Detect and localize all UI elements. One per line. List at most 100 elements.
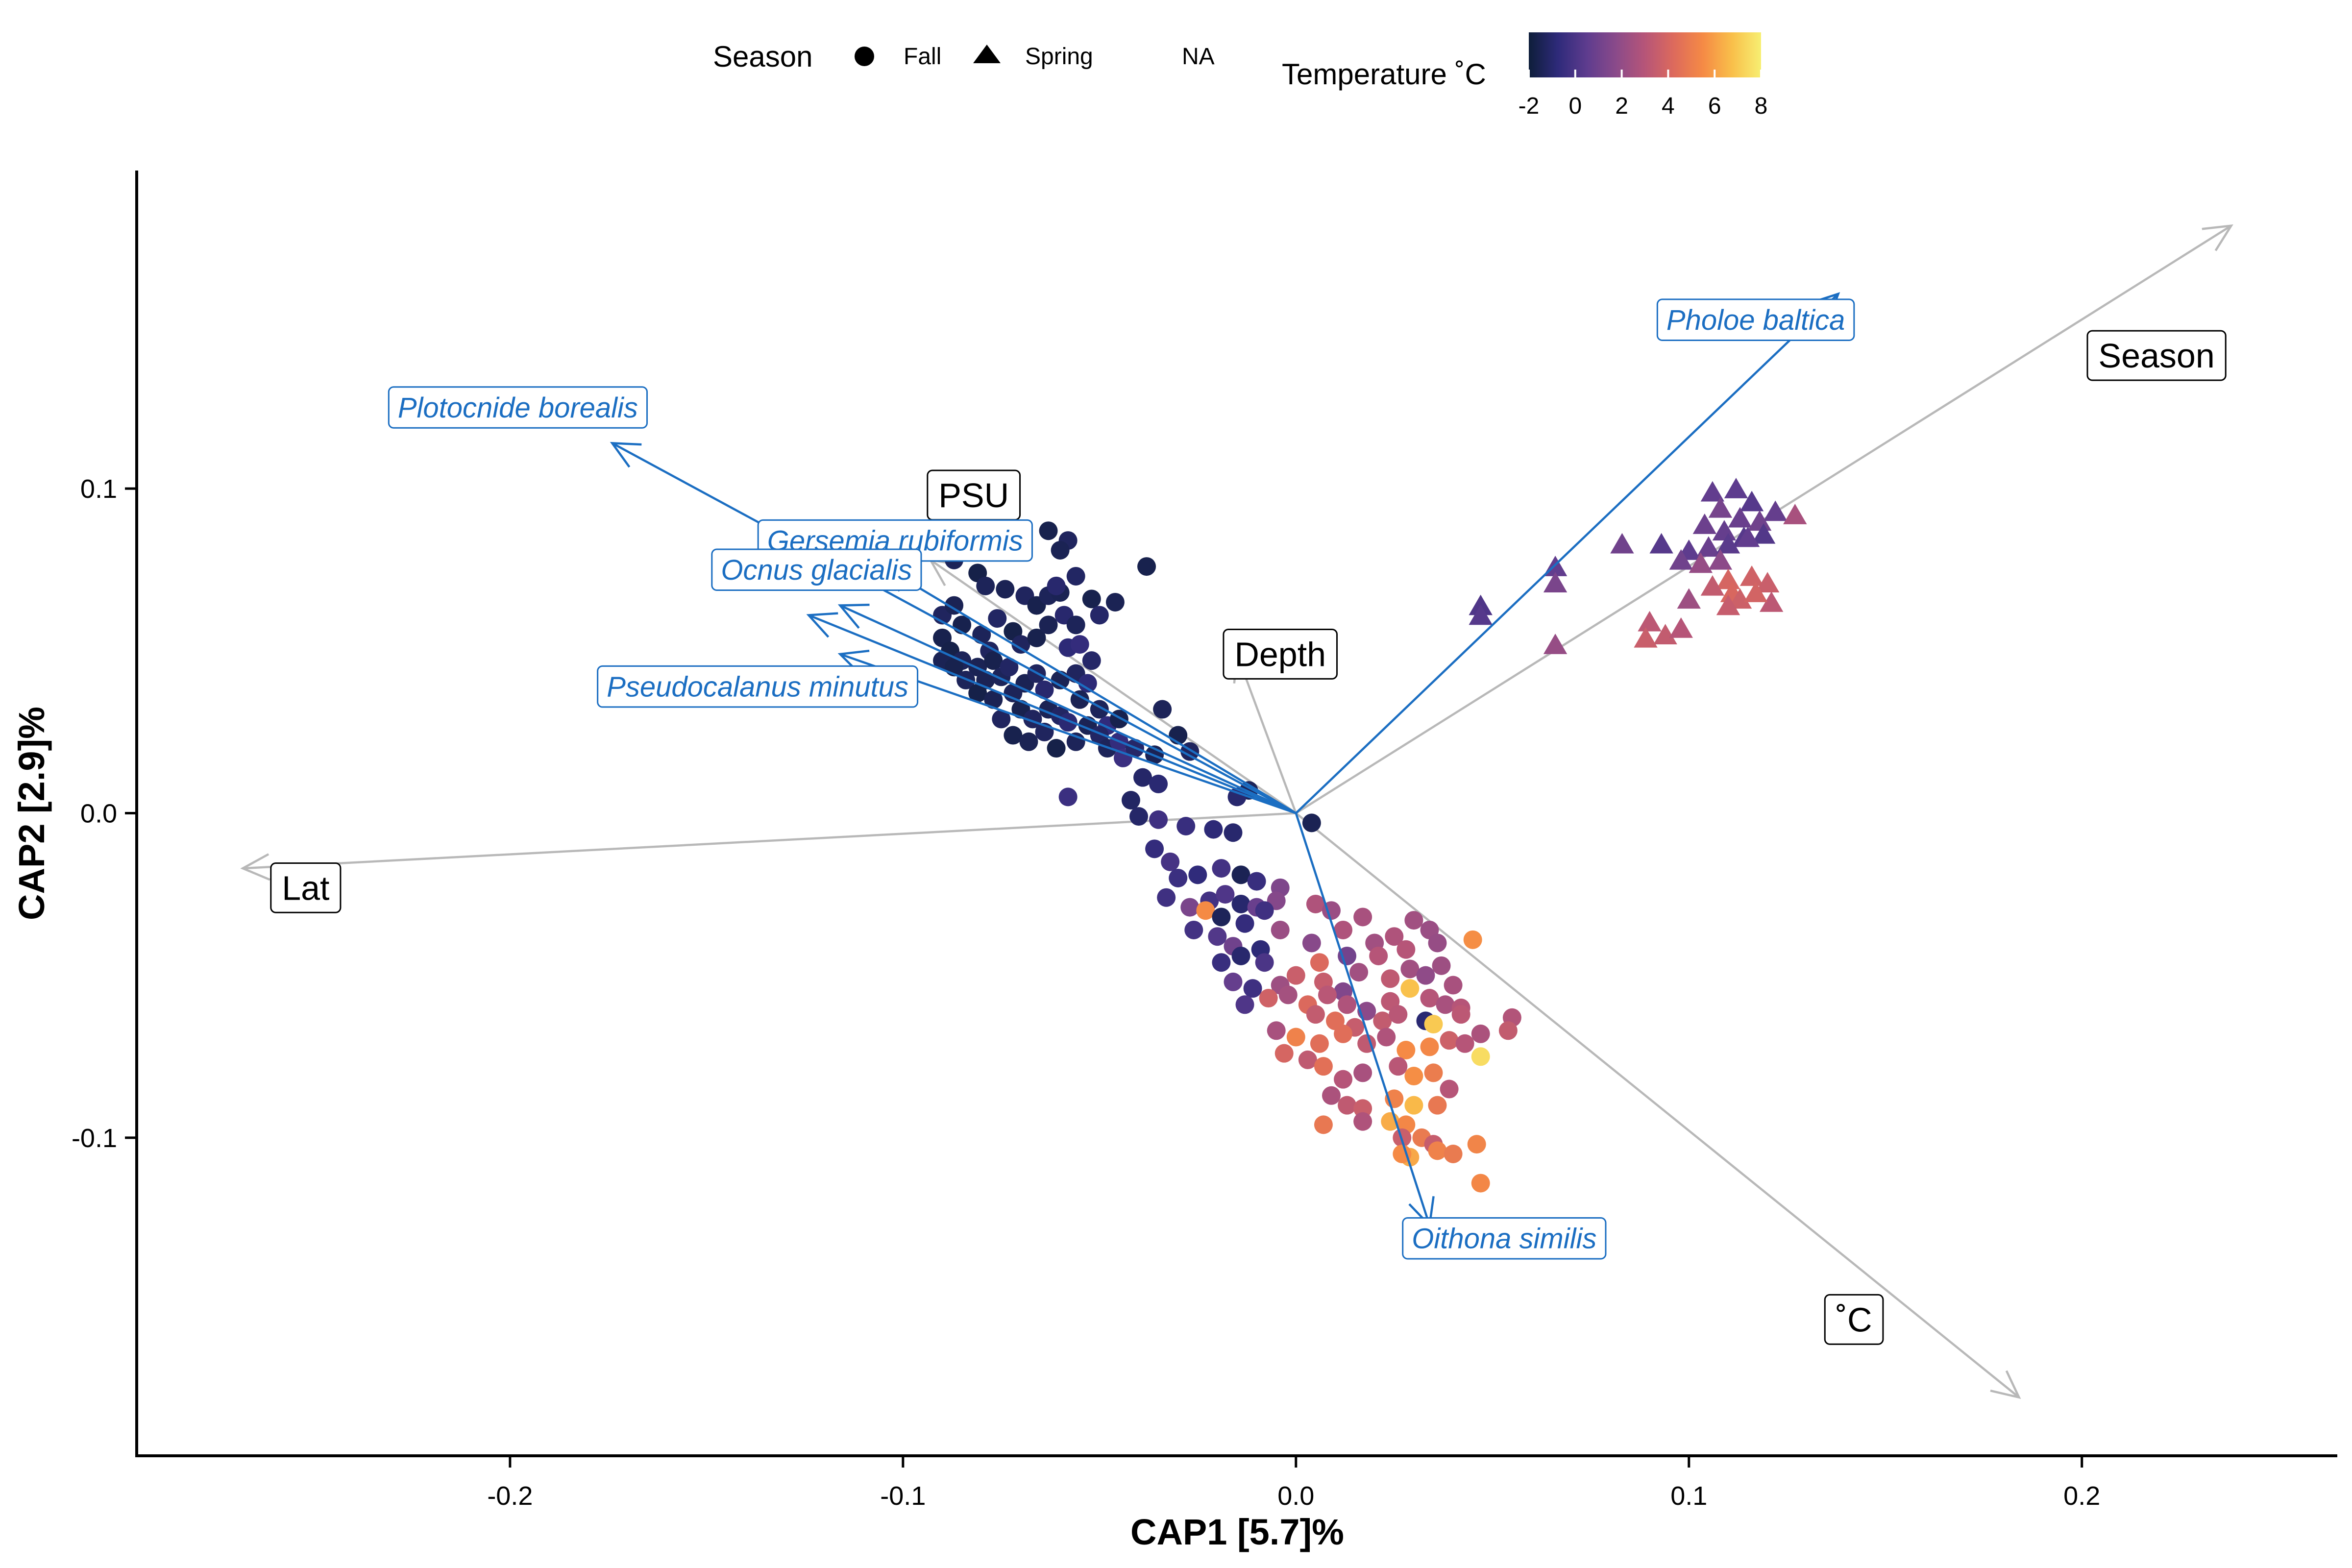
- fall-sample-point: [1302, 813, 1321, 833]
- x-tick-label: -0.2: [487, 1481, 533, 1511]
- fall-sample-point: [1082, 589, 1101, 609]
- fall-sample-point: [1180, 898, 1200, 917]
- species-label-pseudocalanus-minutus-text: Pseudocalanus minutus: [607, 671, 908, 703]
- spring-sample-point: [1689, 552, 1713, 573]
- fall-sample-point: [1078, 674, 1097, 693]
- legend-label-spring: Spring: [1025, 44, 1093, 70]
- env-label-lat-text: Lat: [282, 869, 329, 907]
- fall-sample-point: [1424, 1063, 1443, 1082]
- fall-sample-point: [1314, 1057, 1333, 1076]
- species-label-ocnus-glacialis-box: [711, 548, 922, 591]
- env-label-c-box: [1824, 1294, 1884, 1345]
- fall-sample-point: [1353, 1063, 1372, 1082]
- env-label-c-text: ˚C: [1836, 1300, 1872, 1339]
- fall-sample-point: [1153, 700, 1172, 719]
- fall-sample-point: [1259, 989, 1278, 1008]
- fall-sample-point: [1070, 635, 1089, 654]
- fall-sample-point: [1105, 592, 1125, 612]
- species-vector-pholoe-baltica: [1295, 293, 1839, 814]
- species-label-pseudocalanus-minutus-box: [597, 665, 919, 708]
- env-vector-psu: [930, 559, 1297, 814]
- y-axis-title: CAP2 [2.9]%: [11, 707, 52, 920]
- species-label-pholoe-baltica-box: [1656, 298, 1855, 341]
- temperature-colorbar: [1529, 32, 1761, 77]
- fall-sample-point: [1373, 1011, 1392, 1030]
- fall-sample-point: [1011, 635, 1030, 654]
- species-vector-plotocnide-borealis: [612, 442, 1297, 814]
- x-tick-label: -0.1: [880, 1481, 926, 1511]
- fall-sample-point: [1231, 946, 1250, 965]
- x-axis-title: CAP1 [5.7]%: [1130, 1512, 1344, 1552]
- env-vector-lat-head: [240, 853, 270, 881]
- spring-sample-point: [1743, 582, 1768, 602]
- env-vector-c: [1295, 812, 2020, 1398]
- y-tick-label: -0.1: [72, 1124, 117, 1153]
- species-vector-pseudocalanus-minutus: [808, 614, 1297, 814]
- spring-sample-point: [1677, 588, 1701, 609]
- fall-sample-point: [1157, 888, 1176, 907]
- fall-sample-point: [1440, 1031, 1459, 1050]
- spring-sample-point: [1543, 634, 1568, 654]
- spring-sample-point: [1669, 549, 1693, 570]
- fall-sample-point: [1404, 911, 1423, 930]
- x-ticks: -0.2 -0.1 0.0 0.1 0.2: [487, 1456, 2100, 1511]
- fall-sample-point: [1019, 732, 1038, 751]
- fall-sample-point: [1338, 995, 1357, 1014]
- fall-sample-point: [968, 684, 987, 703]
- env-label-depth-box: [1223, 629, 1338, 680]
- spring-sample-point: [1469, 604, 1493, 625]
- env-vector-c-head: [1990, 1370, 2021, 1399]
- species-label-plotocnide-borealis: Plotocnide borealis: [388, 386, 648, 429]
- fall-sample-point: [1121, 791, 1140, 810]
- fall-sample-point: [1322, 1086, 1341, 1105]
- fall-sample-point: [976, 576, 995, 595]
- spring-sample-point: [1740, 490, 1764, 512]
- fall-sample-point: [988, 609, 1007, 628]
- spring-sample-point: [1700, 575, 1725, 596]
- fall-sample-point: [1051, 540, 1070, 560]
- env-vector-depth: [1236, 654, 1297, 814]
- spring-sample-point: [1692, 513, 1717, 534]
- env-label-psu: PSU: [927, 469, 1021, 521]
- spring-sample-point: [1649, 533, 1673, 554]
- env-label-season: Season: [2086, 330, 2227, 381]
- fall-sample-point: [1255, 901, 1274, 920]
- spring-sample-point: [1747, 510, 1772, 531]
- species-label-pseudocalanus-minutus: Pseudocalanus minutus: [597, 665, 919, 708]
- axes: -0.2 -0.1 0.0 0.1 0.2 -0.1 0.0 0.1 CAP1 [5.7]%…: [11, 171, 2337, 1552]
- fall-sample-point: [1428, 1141, 1447, 1160]
- fall-sample-point: [1231, 894, 1250, 913]
- spring-sample-point: [1708, 497, 1733, 518]
- spring-sample-point: [1543, 572, 1568, 593]
- legend-label-na: NA: [1182, 44, 1215, 70]
- legend-label-fall: Fall: [904, 44, 941, 70]
- fall-sample-point: [1208, 927, 1227, 946]
- fall-sample-point: [1338, 1096, 1357, 1115]
- spring-sample-point: [1634, 627, 1658, 648]
- spring-sample-point: [1755, 572, 1780, 593]
- fall-sample-point: [1498, 1021, 1518, 1040]
- fall-sample-point: [1137, 557, 1156, 576]
- spring-sample-point: [1716, 594, 1740, 615]
- fall-sample-point: [1463, 930, 1482, 949]
- spring-sample-point: [1728, 507, 1752, 528]
- fall-sample-point: [1212, 907, 1231, 927]
- fall-sample-point: [1004, 726, 1023, 745]
- species-label-ocnus-glacialis-text: Ocnus glacialis: [721, 554, 912, 586]
- env-label-psu-text: PSU: [938, 476, 1009, 514]
- spring-sample-point: [1669, 617, 1693, 638]
- spring-sample-point: [1716, 568, 1740, 589]
- spring-sample-point: [1708, 549, 1733, 570]
- fall-sample-point: [1286, 1028, 1305, 1047]
- fall-sample-point: [1334, 920, 1353, 939]
- fall-sample-point: [1212, 953, 1231, 972]
- fall-sample-point: [1353, 1112, 1372, 1131]
- species-vector-plotocnide-borealis-head: [610, 441, 642, 468]
- fall-sample-point: [1090, 606, 1109, 625]
- y-ticks: -0.1 0.0 0.1: [72, 474, 137, 1153]
- fall-sample-point: [1318, 985, 1337, 1004]
- species-label-oithona-similis-box: [1402, 1217, 1607, 1260]
- fall-sample-point: [1436, 995, 1455, 1014]
- species-vectors: [610, 292, 1840, 1228]
